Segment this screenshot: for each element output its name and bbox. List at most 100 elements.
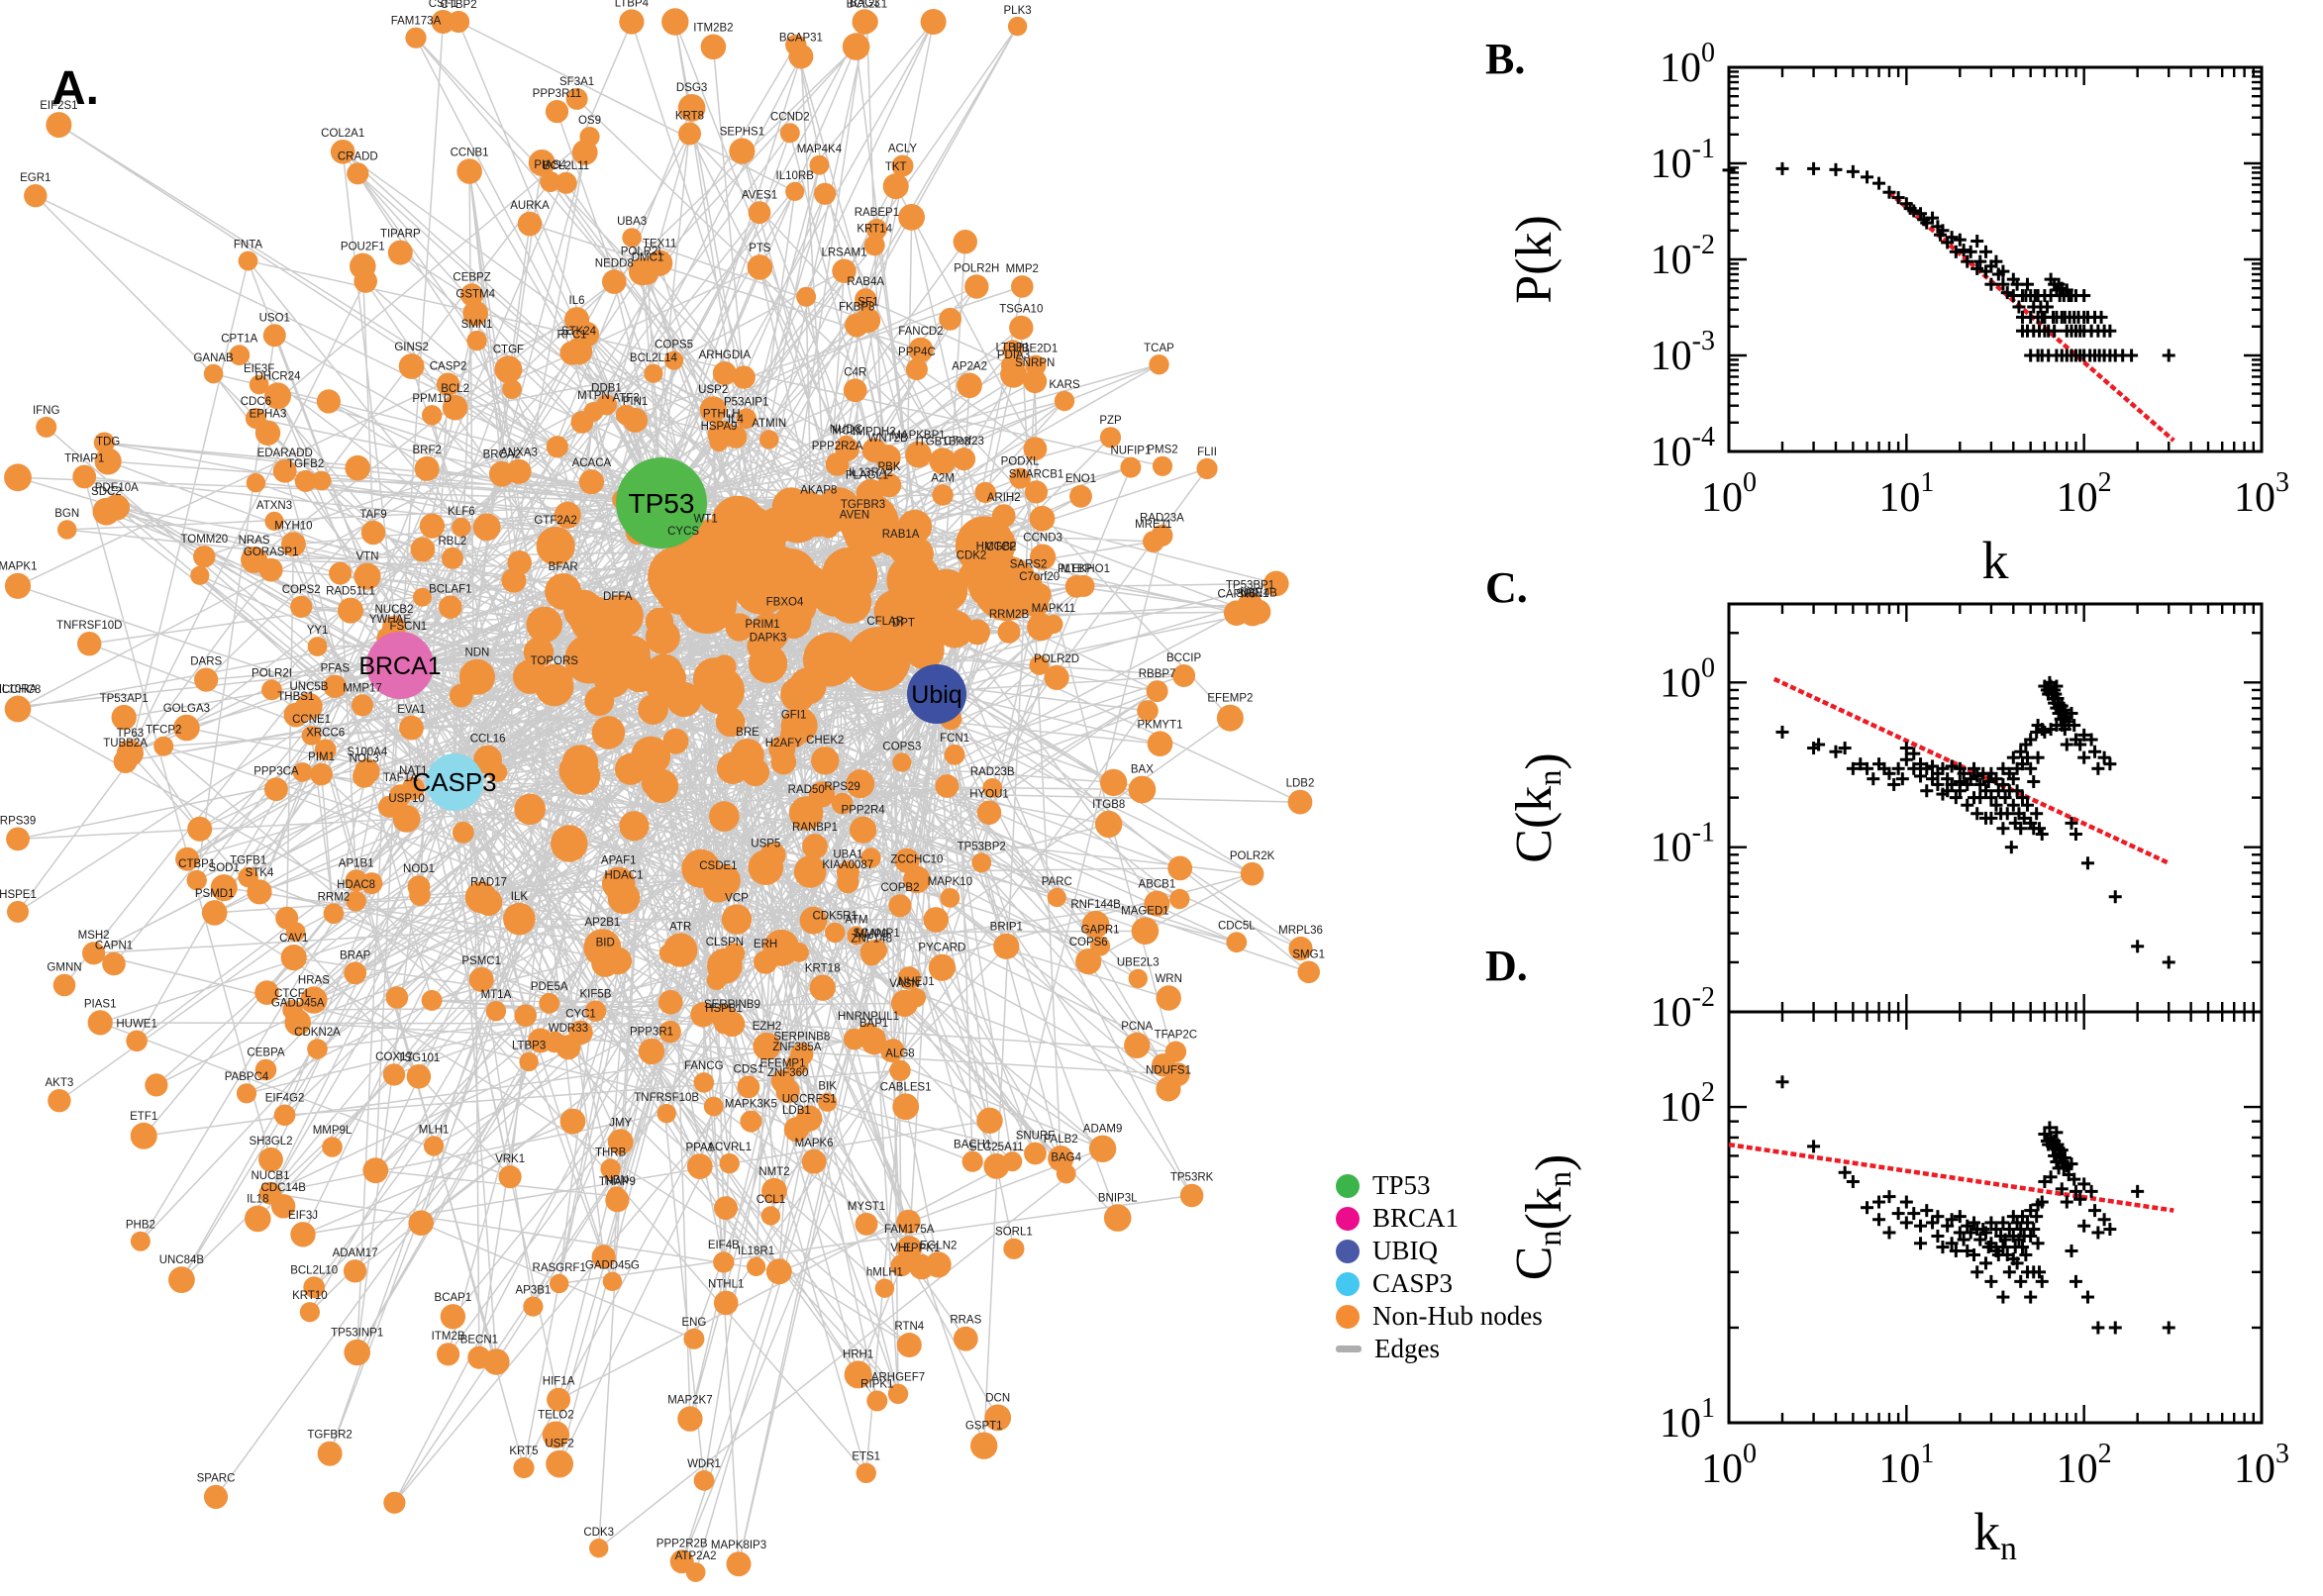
svg-text:CAPN1: CAPN1 [95,941,133,952]
svg-text:DMC1: DMC1 [632,251,664,263]
svg-text:P(k): P(k) [1506,215,1563,304]
svg-text:101: 101 [1660,1393,1715,1446]
svg-text:CCL16: CCL16 [470,734,506,746]
svg-text:DDB1: DDB1 [591,383,622,395]
svg-text:SMG1: SMG1 [1292,949,1325,961]
svg-text:AVEN: AVEN [840,510,869,522]
svg-text:PALB2: PALB2 [1044,1134,1078,1146]
svg-text:PARC: PARC [1042,876,1072,888]
svg-text:EPHA3: EPHA3 [250,409,287,421]
svg-text:PZP: PZP [1099,415,1122,427]
svg-text:NHEJ1: NHEJ1 [898,976,934,988]
svg-text:COPS5: COPS5 [655,340,693,351]
hub-node-tp53 [616,457,707,549]
svg-text:MAPK1: MAPK1 [0,561,38,573]
svg-text:THBS1: THBS1 [277,691,314,703]
svg-text:USO1: USO1 [259,312,290,324]
svg-text:IFNG: IFNG [33,405,60,417]
svg-text:PSMC1: PSMC1 [461,955,501,967]
svg-text:BACH1: BACH1 [954,1140,991,1151]
svg-text:CCND3: CCND3 [1023,533,1062,545]
svg-text:JMY: JMY [609,1117,632,1129]
svg-text:EPPK1: EPPK1 [903,1243,940,1254]
svg-text:ENO1: ENO1 [1065,473,1096,485]
svg-text:BAG3: BAG3 [850,0,880,9]
svg-text:POU2F1: POU2F1 [341,242,385,253]
svg-text:UQCRFS1: UQCRFS1 [782,1093,837,1105]
svg-text:SPARC: SPARC [197,1473,236,1485]
svg-text:MRPL36: MRPL36 [1278,925,1323,937]
svg-text:CASP2: CASP2 [430,361,467,373]
svg-text:BRF2: BRF2 [412,445,441,456]
svg-text:RRAS: RRAS [950,1315,981,1327]
legend-item-brca1: BRCA1 [1336,1202,1543,1235]
svg-text:TAF1A: TAF1A [383,772,418,784]
svg-text:PPA1: PPA1 [686,1142,715,1153]
hub-label-ubiq: Ubiq [911,681,961,709]
svg-text:SORL1: SORL1 [995,1227,1033,1239]
svg-text:FAM173A: FAM173A [391,16,442,28]
svg-text:GFI1: GFI1 [781,709,807,721]
svg-text:MYH10: MYH10 [274,520,312,532]
chart-c: 100 10-1 10-2 C(kn) [1506,602,2264,1036]
svg-text:PDE5A: PDE5A [531,981,568,993]
svg-text:FNTA: FNTA [234,240,263,251]
svg-text:WRN: WRN [1155,973,1181,985]
svg-text:TNFRSF10B: TNFRSF10B [634,1092,699,1104]
svg-text:BCL2L11: BCL2L11 [543,160,589,172]
svg-text:EDARADD: EDARADD [257,448,313,459]
svg-text:VRK1: VRK1 [495,1153,525,1165]
svg-text:EGLN2: EGLN2 [920,1240,958,1251]
svg-text:EFEMP2: EFEMP2 [1207,693,1253,705]
svg-text:CDC14B: CDC14B [261,1182,307,1194]
svg-text:RTN4: RTN4 [894,1321,924,1333]
svg-text:100: 100 [1701,1439,1757,1492]
svg-text:HSPB1: HSPB1 [705,1003,743,1015]
svg-text:LTBP1: LTBP1 [996,343,1030,354]
svg-text:STK24: STK24 [561,326,597,338]
plot-frame-d [1727,1010,2264,1425]
svg-text:PHB2: PHB2 [126,1220,155,1232]
svg-text:MMP17: MMP17 [343,682,382,694]
svg-text:FANCG: FANCG [684,1060,724,1072]
svg-text:MMP2: MMP2 [1006,263,1039,275]
svg-text:FLII: FLII [1197,447,1217,458]
svg-text:AKAP8: AKAP8 [800,485,837,497]
svg-text:GINS2: GINS2 [394,342,429,353]
svg-text:EGR1: EGR1 [20,172,50,184]
svg-text:BCLAF1: BCLAF1 [429,583,471,595]
legend-item-edges: Edges [1336,1333,1543,1365]
svg-text:TFCP2: TFCP2 [146,725,181,737]
svg-text:LTBP4: LTBP4 [615,0,650,9]
svg-text:OS9: OS9 [578,115,601,127]
svg-text:NOL3: NOL3 [350,752,379,764]
svg-text:MCL1: MCL1 [832,426,862,438]
legend-item-tp53: TP53 [1336,1169,1543,1202]
node-swatch-icon [1336,1271,1360,1296]
svg-text:102: 102 [1660,1077,1715,1131]
hub-node-casp3 [426,753,483,811]
svg-text:BCL2L1: BCL2L1 [847,0,888,11]
scatter-points-c [1775,675,2175,969]
svg-text:VHL: VHL [890,1243,913,1254]
svg-text:TGFBR2: TGFBR2 [307,1430,352,1442]
svg-text:RPS29: RPS29 [824,781,859,793]
svg-text:102: 102 [2057,467,2112,521]
svg-text:ILK: ILK [511,891,529,903]
svg-text:PKMYT1: PKMYT1 [1137,719,1182,731]
svg-text:IL18: IL18 [247,1194,268,1206]
svg-text:EIF2S1: EIF2S1 [40,100,77,112]
svg-text:MAPK3K5: MAPK3K5 [725,1099,777,1111]
svg-text:TIPARP: TIPARP [380,229,421,241]
svg-text:ITGB1BP3: ITGB1BP3 [916,436,970,448]
svg-text:PIM1: PIM1 [308,751,335,763]
legend-label: TP53 [1372,1170,1431,1200]
svg-text:MAP4K4: MAP4K4 [797,144,843,155]
svg-text:POLR2L: POLR2L [621,247,665,258]
svg-text:VASN: VASN [889,978,919,990]
svg-text:PIN1: PIN1 [623,396,649,408]
svg-text:BRE: BRE [736,727,759,739]
